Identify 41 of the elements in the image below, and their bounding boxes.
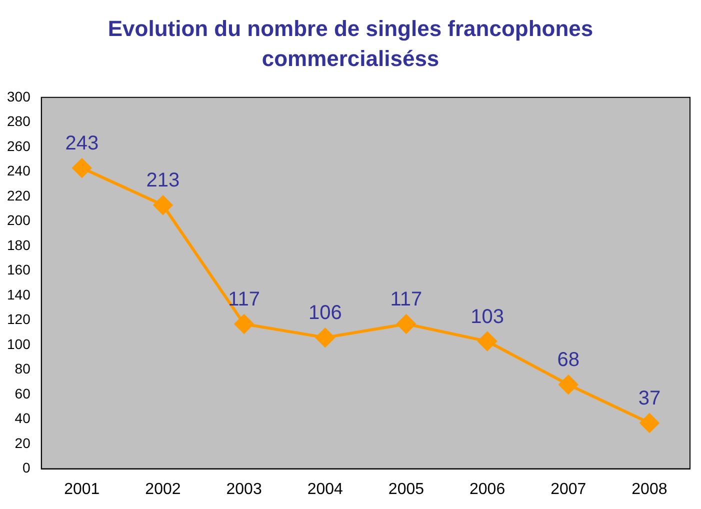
y-tick-label: 60 [14, 385, 31, 402]
y-tick-label: 240 [7, 162, 31, 179]
y-tick-label: 100 [7, 336, 31, 352]
y-tick-label: 280 [7, 113, 31, 130]
x-tick-label: 2007 [550, 480, 586, 498]
point [558, 375, 578, 394]
y-tick-label: 120 [7, 311, 31, 328]
x-tick-label: 2003 [226, 480, 262, 498]
y-tick-label: 160 [7, 262, 31, 278]
chart-title: Evolution du nombre de singles francophones commercialiséss [106, 15, 594, 73]
y-tick-label: 140 [7, 286, 31, 302]
y-tick-label: 180 [7, 236, 31, 253]
data-label: 103 [470, 306, 504, 328]
x-tick-label: 2006 [470, 480, 506, 498]
y-tick-label: 220 [7, 187, 31, 204]
point [153, 196, 172, 215]
y-tick-label: 80 [14, 360, 31, 377]
y-tick-label: 40 [14, 410, 31, 426]
y-tick-label: 300 [7, 88, 31, 104]
data-label: 37 [638, 388, 661, 410]
data-label: 106 [308, 302, 342, 324]
data-label: 117 [390, 288, 422, 310]
point [234, 314, 254, 334]
data-label: 117 [228, 288, 260, 310]
y-tick-label: 260 [7, 138, 31, 154]
data-label: 243 [65, 132, 99, 154]
y-tick-label: 20 [14, 434, 31, 451]
point [396, 314, 416, 334]
data-label: 213 [146, 170, 180, 192]
point [316, 328, 335, 348]
point [72, 158, 92, 178]
x-tick-label: 2002 [145, 480, 181, 498]
y-tick-label: 0 [22, 460, 31, 476]
x-tick-label: 2008 [632, 480, 668, 498]
y-tick-label: 200 [7, 212, 31, 228]
x-tick-label: 2005 [388, 480, 424, 498]
point [640, 413, 659, 432]
data-label: 68 [557, 349, 580, 372]
x-tick-label: 2004 [307, 480, 344, 498]
x-tick-label: 2001 [64, 480, 100, 498]
point [478, 332, 497, 351]
